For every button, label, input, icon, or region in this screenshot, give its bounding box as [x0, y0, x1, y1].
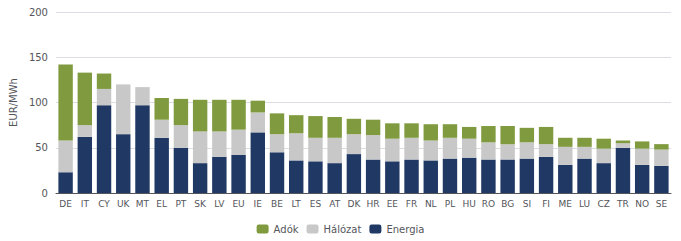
svg-text:ME: ME [559, 199, 573, 209]
svg-text:BE: BE [271, 199, 283, 209]
svg-text:Hálózat: Hálózat [324, 224, 362, 235]
svg-text:NO: NO [635, 199, 649, 209]
svg-text:EU: EU [232, 199, 244, 209]
svg-text:LV: LV [214, 199, 225, 209]
svg-text:UK: UK [117, 199, 131, 209]
svg-text:0: 0 [42, 188, 48, 199]
svg-text:SE: SE [656, 199, 668, 209]
svg-text:AT: AT [329, 199, 340, 209]
svg-text:50: 50 [35, 142, 48, 153]
svg-text:DE: DE [59, 199, 72, 209]
svg-text:150: 150 [29, 52, 48, 63]
svg-text:MT: MT [136, 199, 150, 209]
svg-text:EL: EL [156, 199, 167, 209]
svg-text:Adók: Adók [274, 224, 299, 235]
svg-text:Energia: Energia [386, 224, 424, 235]
svg-text:CZ: CZ [598, 199, 610, 209]
svg-text:NL: NL [425, 199, 437, 209]
svg-text:FI: FI [542, 199, 550, 209]
svg-text:100: 100 [29, 97, 48, 108]
svg-text:SK: SK [194, 199, 207, 209]
svg-text:TR: TR [616, 199, 629, 209]
svg-text:HU: HU [463, 199, 476, 209]
svg-text:RO: RO [482, 199, 495, 209]
svg-text:DK: DK [347, 199, 361, 209]
svg-text:HR: HR [367, 199, 380, 209]
svg-text:EUR/MWh: EUR/MWh [8, 78, 19, 127]
svg-text:ES: ES [310, 199, 322, 209]
svg-text:CY: CY [98, 199, 110, 209]
svg-text:PL: PL [445, 199, 455, 209]
svg-text:LU: LU [579, 199, 590, 209]
svg-text:PT: PT [175, 199, 186, 209]
svg-text:EE: EE [387, 199, 399, 209]
svg-text:IE: IE [254, 199, 263, 209]
svg-text:BG: BG [501, 199, 514, 209]
svg-text:FR: FR [406, 199, 417, 209]
svg-text:IT: IT [81, 199, 90, 209]
svg-text:SI: SI [523, 199, 531, 209]
svg-text:LT: LT [292, 199, 302, 209]
svg-text:200: 200 [29, 7, 48, 18]
